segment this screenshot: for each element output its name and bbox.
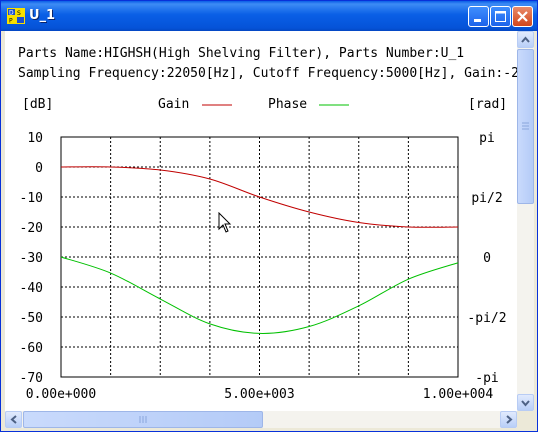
x-tick-label: 1.00e+004: [423, 387, 494, 402]
y-tick-label-left: 0: [35, 161, 43, 176]
arrow-up-icon: [521, 36, 530, 43]
scroll-left-button[interactable]: [5, 411, 22, 428]
horizontal-scrollbar[interactable]: [5, 411, 517, 428]
scroll-up-button[interactable]: [517, 31, 534, 48]
y-tick-label-right: -pi: [475, 371, 498, 386]
y-tick-label-left: -10: [20, 191, 43, 206]
minimize-button[interactable]: [468, 6, 489, 27]
series-line-phase: [60, 256, 459, 334]
grip-icon: [522, 122, 529, 130]
x-tick-label: 5.00e+003: [224, 387, 294, 402]
maximize-icon: [495, 11, 506, 22]
svg-text:D: D: [9, 10, 14, 17]
mouse-cursor-icon: [218, 212, 232, 233]
arrow-left-icon: [10, 415, 17, 424]
close-button[interactable]: [512, 6, 533, 27]
series-line-gain: [60, 166, 459, 228]
window-title: U_1: [29, 8, 56, 23]
y-tick-label-left: -60: [20, 341, 43, 356]
frequency-response-chart: 10 0 -10 -20 -30 -40 -50 -60 -70 pi pi/2 0 -pi/2 -pi 0…: [20, 131, 507, 402]
legend-gain-line: [202, 104, 232, 106]
horizontal-scroll-thumb[interactable]: [23, 411, 263, 428]
vertical-scroll-thumb[interactable]: [517, 49, 534, 204]
svg-text:P: P: [9, 18, 13, 25]
plot-area: Parts Name:HIGHSH(High Shelving Filter),…: [5, 31, 517, 411]
y-tick-label-left: 10: [27, 131, 43, 146]
dsp-app-icon: D S P: [7, 8, 25, 24]
y-tick-label-right: pi/2: [471, 191, 502, 206]
vertical-scrollbar[interactable]: [517, 31, 534, 411]
scroll-right-button[interactable]: [500, 411, 517, 428]
y-tick-label-right: 0: [483, 251, 491, 266]
scroll-down-button[interactable]: [517, 394, 534, 411]
minimize-icon: [474, 19, 481, 22]
sampling-info-line: Sampling Frequency:22050[Hz], Cutoff Fre…: [18, 66, 517, 81]
y-tick-label-left: -50: [20, 311, 43, 326]
arrow-down-icon: [521, 400, 530, 407]
close-icon: [517, 11, 528, 22]
y-tick-label-left: -40: [20, 281, 43, 296]
left-unit-label: [dB]: [22, 97, 54, 112]
y-tick-label-left: -30: [20, 251, 43, 266]
title-bar[interactable]: D S P U_1: [1, 1, 537, 31]
y-tick-label-right: pi: [479, 131, 495, 146]
legend-phase-line: [319, 104, 349, 106]
y-tick-label-left: -70: [20, 371, 43, 386]
grip-icon: [139, 416, 147, 423]
maximize-button[interactable]: [490, 6, 511, 27]
right-unit-label: [rad]: [468, 97, 508, 112]
y-tick-label-left: -20: [20, 221, 43, 236]
svg-text:S: S: [17, 10, 21, 17]
legend-phase-label: Phase: [268, 97, 308, 112]
parts-info-line: Parts Name:HIGHSH(High Shelving Filter),…: [18, 46, 465, 61]
legend-gain-label: Gain: [158, 97, 190, 112]
x-tick-label: 0.00e+000: [26, 387, 96, 402]
y-tick-label-right: -pi/2: [467, 311, 506, 326]
scroll-corner: [517, 411, 534, 428]
arrow-right-icon: [506, 415, 513, 424]
